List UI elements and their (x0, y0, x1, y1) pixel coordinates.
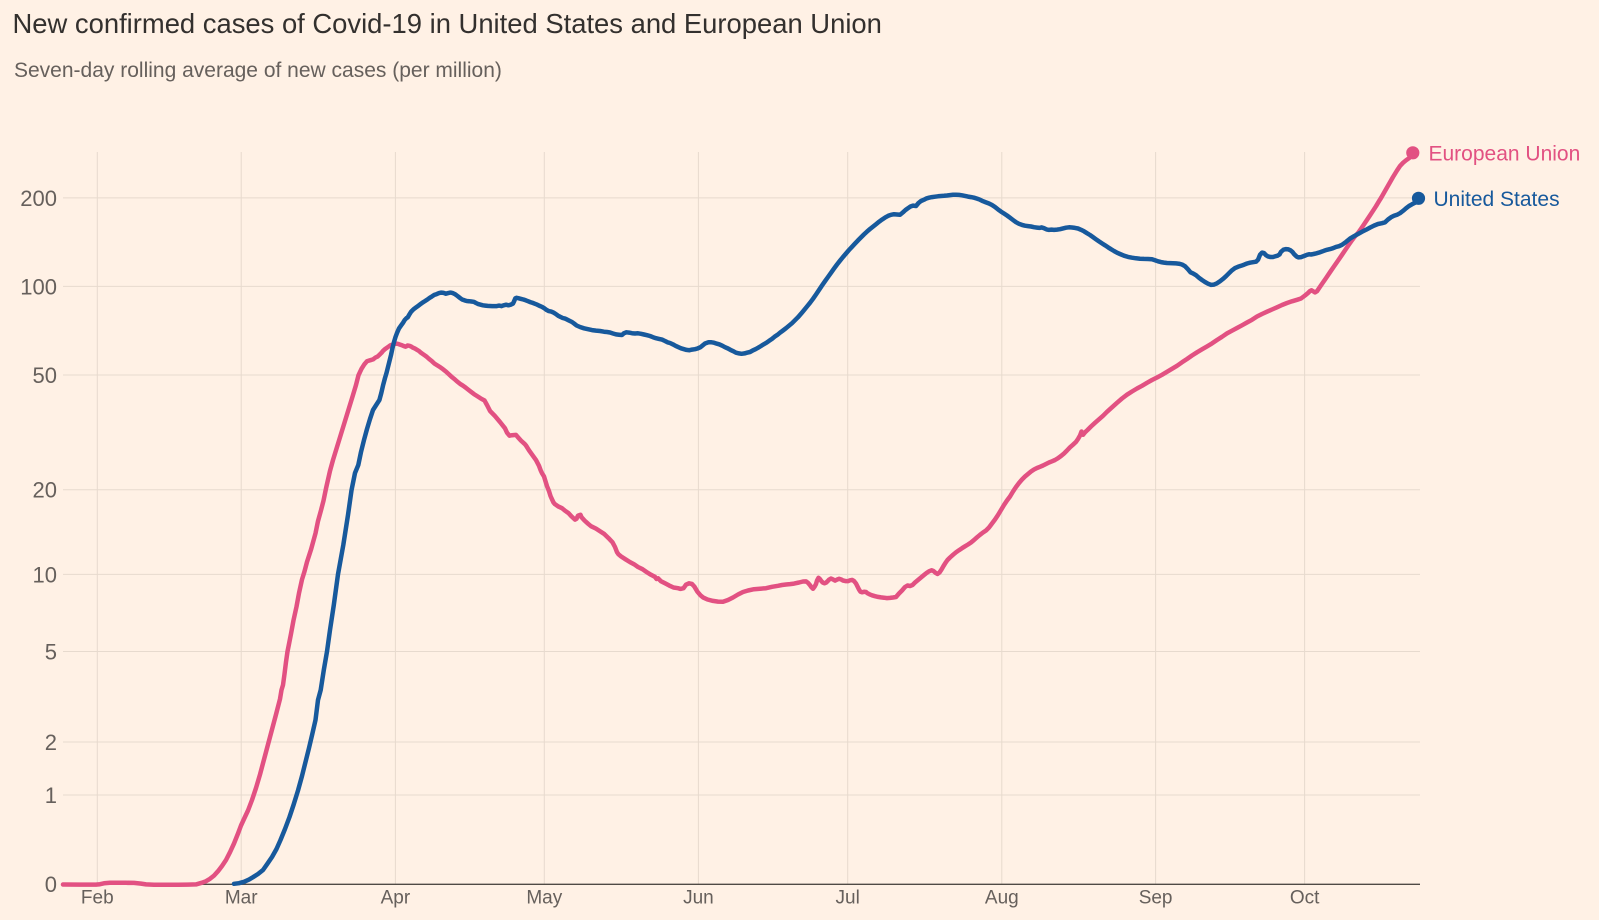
svg-text:Apr: Apr (381, 888, 411, 909)
svg-text:20: 20 (33, 478, 57, 503)
svg-text:United States: United States (1434, 188, 1560, 211)
svg-text:Mar: Mar (225, 888, 258, 909)
svg-text:10: 10 (33, 562, 57, 587)
svg-text:2: 2 (45, 730, 57, 755)
svg-text:0: 0 (45, 872, 57, 897)
svg-text:50: 50 (33, 363, 57, 388)
svg-text:Feb: Feb (81, 888, 114, 909)
svg-text:Jul: Jul (836, 888, 860, 909)
svg-text:Sep: Sep (1139, 888, 1173, 909)
svg-text:Aug: Aug (985, 888, 1019, 909)
svg-text:Oct: Oct (1290, 888, 1320, 909)
svg-text:Jun: Jun (683, 888, 714, 909)
svg-text:200: 200 (20, 186, 57, 211)
svg-text:100: 100 (20, 274, 57, 299)
svg-text:5: 5 (45, 639, 57, 664)
svg-text:1: 1 (45, 783, 57, 808)
svg-text:European Union: European Union (1429, 142, 1581, 165)
svg-text:May: May (526, 888, 562, 909)
